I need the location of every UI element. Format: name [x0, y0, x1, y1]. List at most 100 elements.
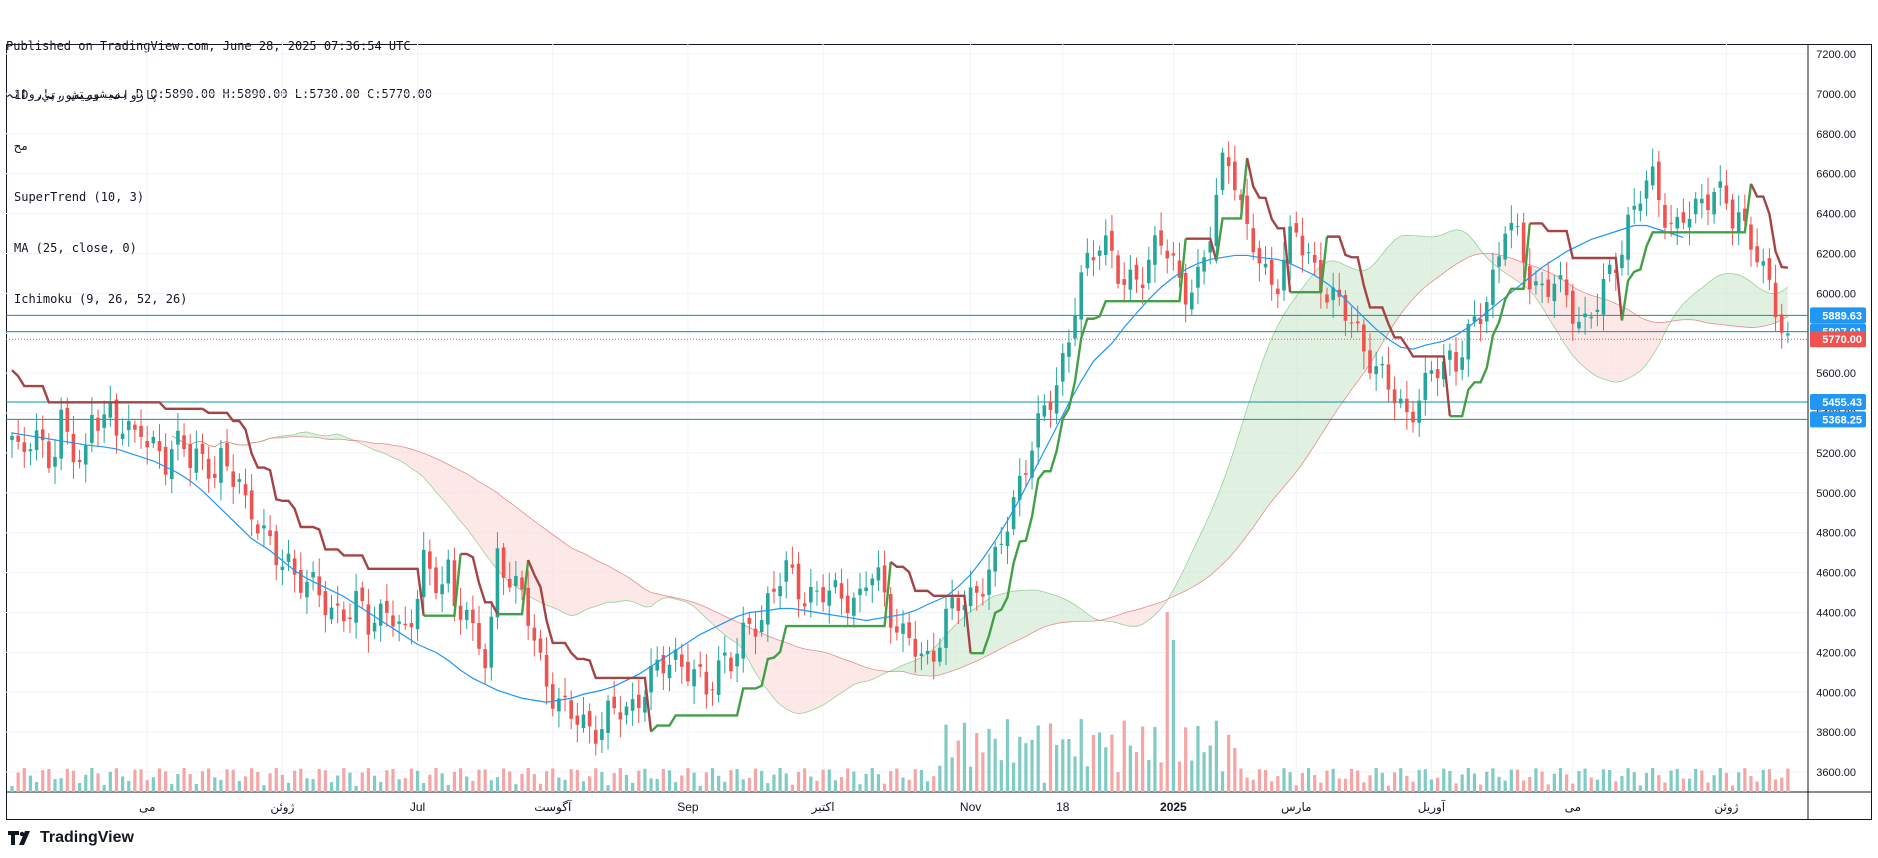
- supertrend-line[interactable]: [527, 559, 653, 732]
- legend-ma[interactable]: MA (25, close, 0): [14, 241, 137, 255]
- ichimoku-cloud: [485, 485, 492, 563]
- candle-body: [667, 664, 672, 679]
- volume-bar: [925, 781, 930, 792]
- supertrend-line[interactable]: [11, 369, 425, 616]
- supertrend-line[interactable]: [1449, 223, 1531, 418]
- supertrend-line[interactable]: [1749, 183, 1788, 269]
- x-tick-label: ژوئن: [270, 800, 294, 815]
- legend-supertrend[interactable]: SuperTrend (10, 3): [14, 190, 145, 204]
- candle-body: [1712, 192, 1716, 215]
- supertrend-line[interactable]: [1290, 236, 1329, 294]
- ichimoku-cloud: [1118, 613, 1125, 625]
- ichimoku-cloud: [1658, 322, 1665, 346]
- supertrend-line[interactable]: [1185, 237, 1218, 262]
- ichimoku-cloud: [429, 455, 436, 493]
- supertrend-line[interactable]: [460, 552, 499, 615]
- ichimoku-cloud: [1443, 231, 1450, 274]
- volume-bar: [96, 773, 100, 792]
- volume-bar: [1786, 768, 1790, 792]
- volume-bar: [790, 784, 794, 792]
- legend-symbol[interactable]: 1D ,پاروانہ بمیشورتي: [14, 88, 159, 102]
- ichimoku-cloud: [1025, 589, 1033, 637]
- ichimoku-cloud: [1339, 262, 1346, 407]
- volume-bar: [1522, 780, 1526, 792]
- ichimoku-cloud: [853, 662, 860, 685]
- candle-body: [1177, 260, 1182, 278]
- candle-body: [151, 436, 156, 444]
- volume-bar: [618, 768, 622, 792]
- volume-bar: [1743, 768, 1747, 792]
- candle-body: [563, 695, 567, 698]
- candle-body: [1614, 269, 1618, 274]
- ichimoku-cloud: [859, 665, 867, 683]
- candle-body: [1233, 161, 1237, 191]
- candle-body: [550, 684, 555, 709]
- volume-bar: [747, 778, 751, 792]
- supertrend-line[interactable]: [889, 560, 972, 654]
- volume-bar: [563, 779, 567, 792]
- volume-bar: [1122, 720, 1126, 792]
- supertrend-line[interactable]: [970, 238, 1187, 655]
- ichimoku-cloud: [442, 461, 449, 506]
- y-tick-label: 6400.00: [1816, 209, 1856, 221]
- volume-bar: [1392, 772, 1397, 792]
- candle-body: [1288, 226, 1292, 264]
- candle-body: [1079, 272, 1083, 320]
- ichimoku-cloud: [730, 619, 738, 644]
- ma-line[interactable]: [11, 224, 1684, 703]
- candle-body: [458, 605, 463, 620]
- volume-bar: [1485, 771, 1489, 792]
- candle-body: [636, 694, 641, 709]
- volume-bar: [1042, 782, 1046, 792]
- ichimoku-cloud: [1578, 290, 1586, 368]
- volume-bar: [1712, 775, 1716, 792]
- volume-bar: [182, 768, 186, 792]
- supertrend-line[interactable]: [650, 561, 892, 733]
- volume-bar: [1767, 769, 1772, 792]
- ichimoku-cloud: [995, 594, 1002, 652]
- candle-body: [495, 548, 500, 618]
- volume-bar: [1368, 775, 1372, 792]
- volume-bar: [717, 775, 721, 792]
- volume-bar: [624, 774, 629, 792]
- ichimoku-cloud: [1456, 229, 1463, 265]
- candle-body: [858, 588, 862, 596]
- ichimoku-cloud: [1763, 290, 1770, 327]
- volume-bar: [944, 724, 948, 792]
- ichimoku-cloud: [1296, 288, 1303, 472]
- legend-ichimoku[interactable]: Ichimoku (9, 26, 52, 26): [14, 292, 188, 306]
- tradingview-logo[interactable]: TradingView: [8, 829, 134, 847]
- candle-body: [1706, 194, 1710, 211]
- candle-body: [440, 584, 444, 595]
- candle-body: [194, 448, 199, 473]
- candle-body: [102, 414, 106, 428]
- supertrend-line[interactable]: [1620, 183, 1753, 321]
- volume-bar: [1749, 775, 1753, 792]
- volume-bar: [778, 768, 782, 792]
- candle-body: [1411, 411, 1415, 423]
- volume-bar: [256, 771, 260, 792]
- ichimoku-cloud: [773, 638, 781, 705]
- candle-body: [630, 699, 635, 711]
- supertrend-line[interactable]: [423, 553, 462, 617]
- volume-bar: [360, 772, 364, 792]
- volume-bar: [913, 769, 917, 792]
- supertrend-line[interactable]: [1215, 157, 1249, 261]
- candle-body: [489, 616, 494, 668]
- volume-bar: [1540, 771, 1544, 792]
- candle-body: [305, 581, 309, 598]
- candle-body: [188, 444, 192, 469]
- volume-bar: [876, 774, 881, 792]
- candle-body: [1239, 194, 1243, 200]
- volume-bar: [932, 776, 936, 792]
- candle-body: [673, 649, 678, 660]
- supertrend-line[interactable]: [1529, 222, 1624, 321]
- supertrend-line[interactable]: [1326, 235, 1452, 417]
- ichimoku-cloud: [435, 458, 443, 499]
- volume-bar: [1282, 768, 1286, 792]
- supertrend-line[interactable]: [497, 559, 530, 616]
- supertrend-line[interactable]: [1245, 157, 1292, 293]
- candle-body: [1743, 208, 1747, 222]
- volume-bar: [1263, 769, 1268, 792]
